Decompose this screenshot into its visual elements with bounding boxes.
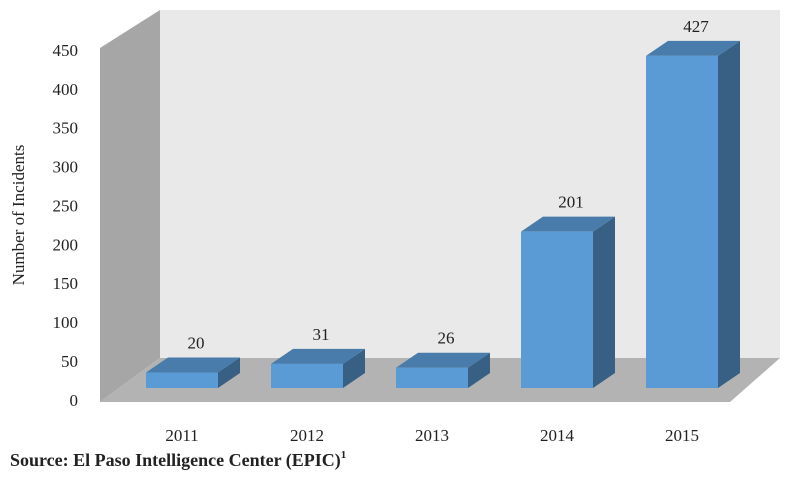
source-text: Source: El Paso Intelligence Center (EPI… xyxy=(10,450,341,471)
data-label: 20 xyxy=(188,333,205,352)
bar-top xyxy=(146,357,240,373)
source: Source: El Paso Intelligence Center (EPI… xyxy=(10,449,346,472)
y-axis-label: Number of Incidents xyxy=(9,145,28,286)
y-tick-label: 0 xyxy=(70,391,79,410)
bar-side xyxy=(468,352,490,388)
y-tick-label: 50 xyxy=(61,352,78,371)
y-tick-label: 450 xyxy=(53,41,79,60)
y-tick-label: 300 xyxy=(53,158,79,177)
bar-side xyxy=(343,348,365,388)
x-tick-label: 2014 xyxy=(540,426,575,445)
bar-top xyxy=(396,352,490,368)
bar-top xyxy=(521,216,615,232)
source-sup: 1 xyxy=(341,449,347,461)
y-tick-label: 200 xyxy=(53,235,79,254)
data-label: 201 xyxy=(558,193,584,212)
bar-top xyxy=(271,348,365,364)
y-tick-label: 250 xyxy=(53,196,79,215)
side-wall xyxy=(100,10,160,402)
x-tick-label: 2013 xyxy=(415,426,449,445)
bar xyxy=(271,363,343,388)
y-tick-label: 400 xyxy=(53,80,79,99)
bar-side xyxy=(718,40,740,389)
bar-top xyxy=(646,40,740,56)
y-tick-label: 100 xyxy=(53,313,79,332)
y-tick-label: 150 xyxy=(53,274,79,293)
y-tick-label: 350 xyxy=(53,119,79,138)
x-tick-label: 2015 xyxy=(665,426,699,445)
data-label: 26 xyxy=(438,329,455,348)
x-tick-label: 2012 xyxy=(290,426,324,445)
bar-side xyxy=(593,216,615,388)
bar xyxy=(646,55,718,389)
bar xyxy=(521,231,593,388)
data-label: 31 xyxy=(313,325,330,344)
bar xyxy=(146,372,218,388)
x-tick-label: 2011 xyxy=(165,426,198,445)
bar xyxy=(396,367,468,388)
data-label: 427 xyxy=(683,17,709,36)
bar-side xyxy=(218,357,240,388)
